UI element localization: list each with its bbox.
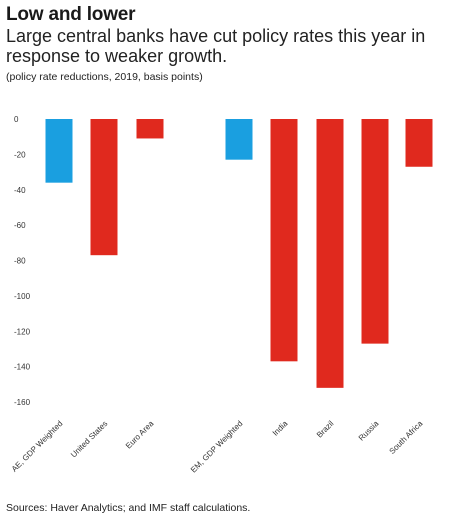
bar bbox=[90, 119, 118, 256]
bar bbox=[270, 119, 298, 362]
y-tick-label: -60 bbox=[14, 221, 26, 230]
chart-title: Low and lower bbox=[6, 4, 136, 25]
y-tick-label: -160 bbox=[14, 398, 31, 407]
bar bbox=[361, 119, 389, 344]
chart-note: (policy rate reductions, 2019, basis poi… bbox=[6, 71, 203, 83]
category-label: United States bbox=[69, 419, 109, 459]
chart-subtitle: Large central banks have cut policy rate… bbox=[6, 26, 426, 66]
category-label: AE, GDP Weighted bbox=[10, 419, 65, 474]
category-label: Brazil bbox=[315, 419, 336, 440]
category-label: South Africa bbox=[388, 419, 425, 456]
y-tick-label: 0 bbox=[14, 115, 19, 124]
category-label: India bbox=[271, 419, 290, 438]
y-tick-label: -80 bbox=[14, 257, 26, 266]
bar bbox=[45, 119, 73, 183]
bar bbox=[316, 119, 344, 388]
category-label: Russia bbox=[357, 419, 381, 443]
chart-source: Sources: Haver Analytics; and IMF staff … bbox=[6, 502, 251, 514]
bar-chart: 0 -20 -40 -60 -80 -100 -120 -140 -160 AE, GDP Wei… bbox=[10, 115, 433, 475]
bar bbox=[136, 119, 164, 139]
bar bbox=[225, 119, 253, 160]
y-tick-label: -40 bbox=[14, 186, 26, 195]
category-label: EM, GDP Weighted bbox=[189, 419, 245, 475]
y-tick-label: -140 bbox=[14, 363, 31, 372]
category-label: Euro Area bbox=[124, 419, 156, 451]
y-tick-label: -20 bbox=[14, 150, 26, 159]
y-tick-label: -100 bbox=[14, 292, 31, 301]
bar bbox=[405, 119, 433, 167]
y-tick-label: -120 bbox=[14, 327, 31, 336]
